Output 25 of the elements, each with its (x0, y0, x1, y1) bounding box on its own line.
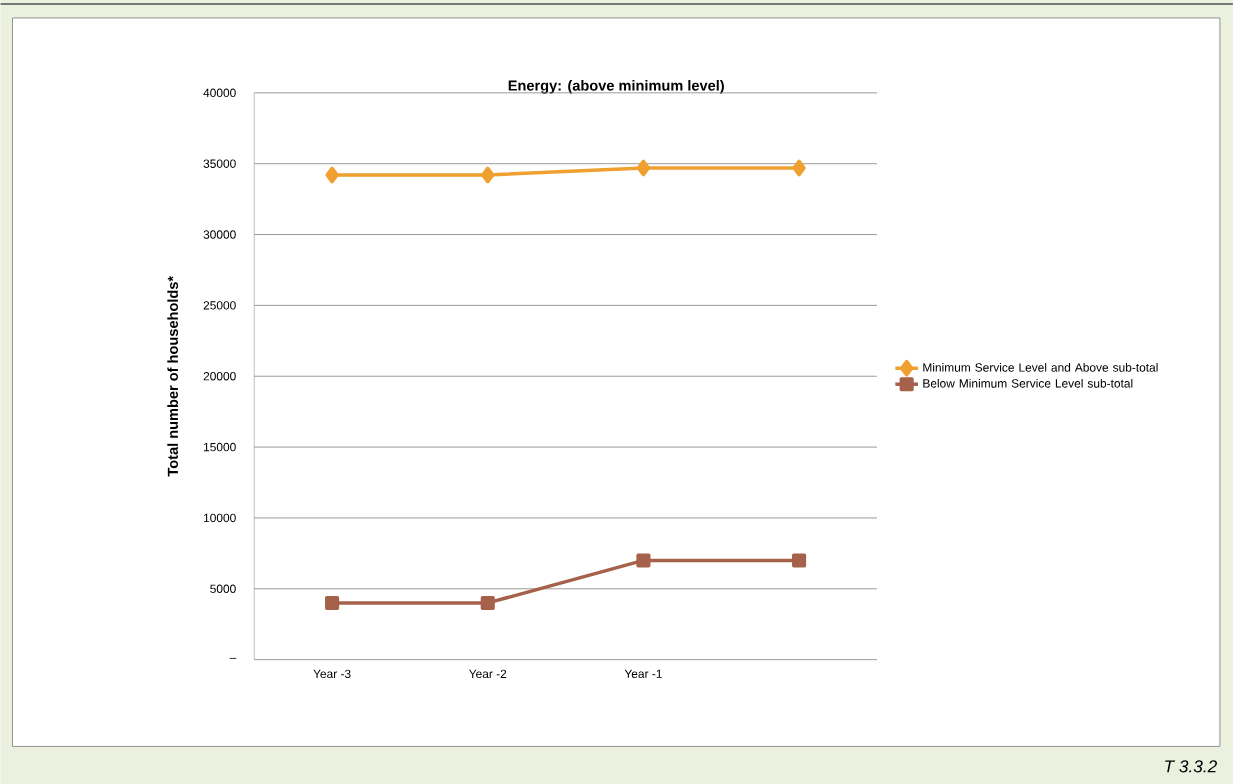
point (325, 595, 340, 610)
y-tick-label: 40000 (203, 88, 236, 97)
point (636, 159, 651, 177)
text: T 3.3.2 (1165, 760, 1217, 773)
y-tick-label: 30000 (203, 230, 236, 239)
y-tick-label: 10000 (204, 513, 236, 523)
point (325, 166, 339, 184)
point (792, 159, 806, 177)
x-tick-label: Year -2 (469, 669, 507, 678)
y-axis-title: Total number of households* (167, 275, 179, 477)
y-tick-label: 20000 (203, 371, 236, 381)
x-tick-label: Year -1 (624, 669, 662, 678)
y-tick-label: 5000 (210, 584, 236, 593)
point (636, 553, 651, 568)
y-tick-label: – (229, 657, 237, 659)
x-tick-label: Year -3 (313, 669, 351, 678)
point (792, 553, 807, 568)
chart-title: Energy: (above minimum level) (508, 79, 724, 94)
point (480, 595, 495, 610)
legend-label: Below Minimum Service Level sub-total (923, 378, 1133, 388)
y-tick-label: 25000 (203, 301, 236, 310)
y-tick-label: 15000 (204, 442, 236, 452)
legend-label: Minimum Service Level and Above sub-total (923, 362, 1158, 372)
y-tick-label: 35000 (203, 159, 236, 168)
point (481, 166, 495, 184)
